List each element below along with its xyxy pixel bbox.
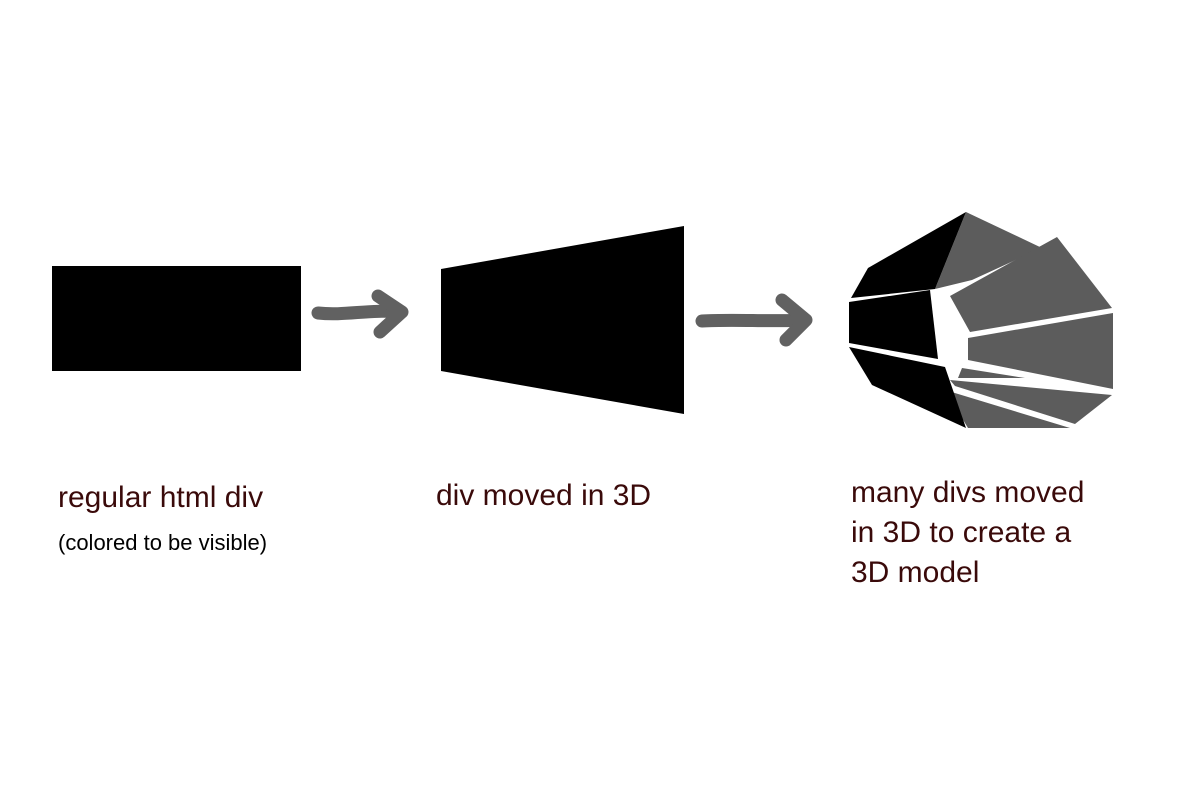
model-face	[849, 290, 938, 359]
model-face	[958, 368, 1025, 378]
model-face	[849, 347, 966, 428]
many-divs-caption-line: in 3D to create a	[851, 516, 1072, 549]
regular-div-rectangle	[52, 266, 301, 371]
3d-model-of-divs	[849, 212, 1113, 428]
model-face	[950, 380, 1112, 424]
right-arrow-icon	[311, 289, 409, 339]
right-arrow-icon	[695, 293, 813, 347]
model-face	[945, 390, 1070, 428]
model-face	[851, 212, 966, 298]
regular-div-subcaption: (colored to be visible)	[58, 530, 268, 555]
div-moved-3d-trapezoid	[441, 226, 684, 414]
many-divs-caption: many divs moved in 3D to create a 3D mod…	[851, 473, 1084, 593]
model-face	[950, 237, 1112, 332]
div-moved-caption: div moved in 3D	[436, 479, 652, 512]
many-divs-caption-line: many divs moved	[851, 476, 1085, 509]
many-divs-caption-line: 3D model	[851, 556, 980, 589]
regular-div-caption: regular html div	[58, 481, 264, 514]
model-face	[968, 313, 1113, 389]
model-face	[935, 212, 1042, 289]
